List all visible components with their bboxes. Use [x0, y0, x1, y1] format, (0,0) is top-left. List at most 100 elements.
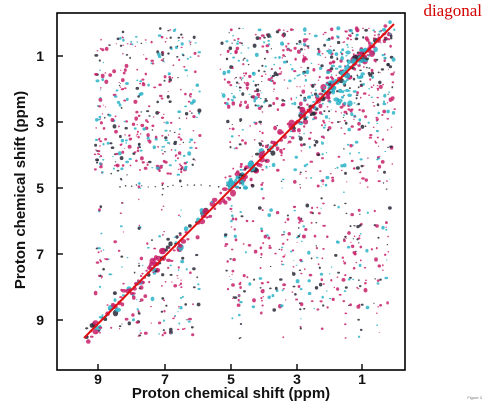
cross-peak — [98, 326, 103, 329]
cross-peak — [95, 149, 97, 151]
cross-peak — [344, 312, 348, 315]
cross-peak — [387, 69, 390, 71]
cross-peak — [90, 335, 94, 338]
cross-peak — [242, 274, 246, 278]
cross-peak — [280, 248, 283, 251]
cross-peak — [122, 231, 125, 233]
cross-peak — [178, 58, 181, 62]
cross-peak — [353, 167, 356, 170]
cross-peak — [99, 329, 102, 331]
cross-peak — [240, 52, 243, 54]
cross-peak — [278, 131, 282, 135]
cross-peak — [95, 261, 100, 264]
cross-peak — [233, 228, 236, 231]
cross-peak — [193, 184, 196, 186]
cross-peak — [304, 78, 308, 82]
cross-peak — [287, 42, 290, 45]
cross-peak — [377, 71, 380, 74]
cross-peak — [349, 152, 351, 155]
cross-peak — [340, 53, 344, 55]
cross-peak — [350, 125, 354, 128]
cross-peak — [189, 42, 191, 44]
cross-peak — [376, 87, 378, 90]
cross-peak — [368, 73, 373, 77]
cross-peak — [309, 113, 313, 116]
cross-peak — [161, 184, 164, 187]
cross-peak — [246, 276, 249, 279]
cross-peak — [171, 281, 173, 283]
cross-peak — [306, 103, 309, 106]
cross-peak — [250, 184, 255, 188]
cross-peak — [352, 144, 354, 146]
cross-peak — [137, 310, 140, 313]
cross-peak — [261, 299, 263, 302]
cross-peak — [269, 265, 272, 268]
cross-peak — [233, 234, 237, 238]
cross-peak — [161, 134, 164, 137]
cross-peak — [136, 130, 139, 133]
cross-peak — [234, 50, 238, 55]
cross-peak — [319, 170, 322, 173]
cross-peak — [299, 86, 301, 88]
cross-peak — [96, 246, 98, 248]
cross-peak — [330, 27, 334, 32]
cross-peak — [158, 83, 162, 87]
cross-peak — [221, 92, 223, 94]
cross-peak — [302, 225, 306, 228]
cross-peak — [261, 131, 264, 135]
cross-peak — [359, 80, 362, 83]
cross-peak — [169, 332, 172, 334]
cross-peak — [167, 30, 170, 32]
cross-peak — [299, 325, 302, 328]
cross-peak — [221, 187, 228, 192]
cross-peak — [321, 89, 324, 93]
cross-peak — [139, 80, 143, 83]
cross-peak — [358, 263, 362, 267]
cross-peak — [172, 29, 176, 33]
cross-peak — [380, 160, 385, 164]
cross-peak — [272, 91, 274, 92]
cross-peak — [131, 43, 134, 46]
cross-peak — [99, 162, 102, 164]
cross-peak — [343, 41, 346, 43]
cross-peak — [297, 106, 301, 109]
cross-peak — [229, 207, 233, 211]
cross-peak — [343, 261, 347, 265]
cross-peak — [272, 308, 277, 312]
cross-peak — [177, 36, 181, 39]
cross-peak — [302, 38, 307, 43]
cross-peak — [136, 41, 138, 43]
cross-peak — [307, 46, 310, 49]
cross-peak — [282, 159, 286, 161]
cross-peak — [320, 278, 324, 282]
cross-peak — [304, 228, 308, 231]
cross-peak — [121, 164, 125, 167]
cross-peak — [253, 90, 257, 93]
cross-peak — [139, 301, 141, 302]
cross-peak — [307, 291, 312, 296]
cross-peak — [374, 60, 377, 63]
cross-peak — [99, 89, 101, 91]
cross-peak — [180, 209, 182, 211]
cross-peak — [375, 116, 379, 119]
cross-peak — [155, 164, 160, 167]
cross-peak — [94, 138, 99, 141]
cross-peak — [152, 145, 156, 149]
cross-peak — [334, 52, 339, 56]
cross-peak — [292, 130, 295, 132]
cross-peak — [189, 138, 194, 142]
cross-peak — [142, 127, 146, 131]
cross-peak — [320, 64, 324, 68]
cross-peak — [329, 45, 332, 47]
cross-peak — [358, 242, 360, 244]
cross-peak — [357, 208, 361, 212]
cross-peak — [231, 99, 234, 102]
cross-peak — [295, 96, 298, 99]
cross-peak — [243, 72, 245, 75]
cross-peak — [350, 159, 354, 163]
cross-peak — [359, 96, 362, 99]
cross-peak — [150, 322, 152, 324]
cross-peak — [94, 54, 99, 57]
cross-peak — [136, 79, 139, 82]
cross-peak — [179, 215, 182, 218]
